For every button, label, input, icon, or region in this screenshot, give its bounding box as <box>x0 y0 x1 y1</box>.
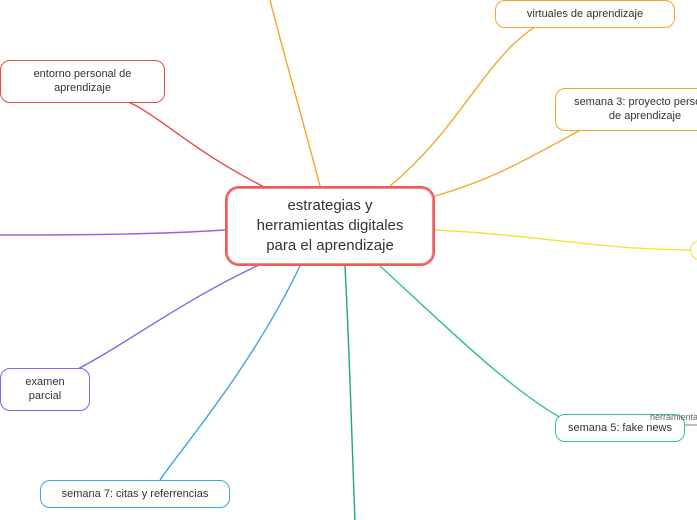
node-n3[interactable]: semana 3: proyecto personal de aprendiza… <box>555 88 697 131</box>
edge-n6 <box>160 266 300 480</box>
edge-n5 <box>380 266 575 425</box>
edge-n1 <box>390 14 560 186</box>
node-herr[interactable]: herramienta <box>650 410 697 426</box>
node-n6[interactable]: semana 7: citas y referrencias <box>40 480 230 508</box>
edge-n4 <box>435 230 695 250</box>
node-n7[interactable]: examen parcial <box>0 368 90 411</box>
edge-n2 <box>100 94 270 190</box>
node-n4[interactable] <box>690 240 697 260</box>
node-n2[interactable]: entorno personal de aprendizaje <box>0 60 165 103</box>
edge-orange2 <box>270 0 320 186</box>
mindmap-canvas: estrategias y herramientas digitales par… <box>0 0 697 520</box>
node-n1[interactable]: virtuales de aprendizaje <box>495 0 675 28</box>
edge-n3 <box>420 120 600 200</box>
edge-teal <box>345 266 355 520</box>
edge-purple2 <box>0 230 225 235</box>
center-node[interactable]: estrategias y herramientas digitales par… <box>225 186 435 266</box>
edge-n7 <box>60 260 270 378</box>
